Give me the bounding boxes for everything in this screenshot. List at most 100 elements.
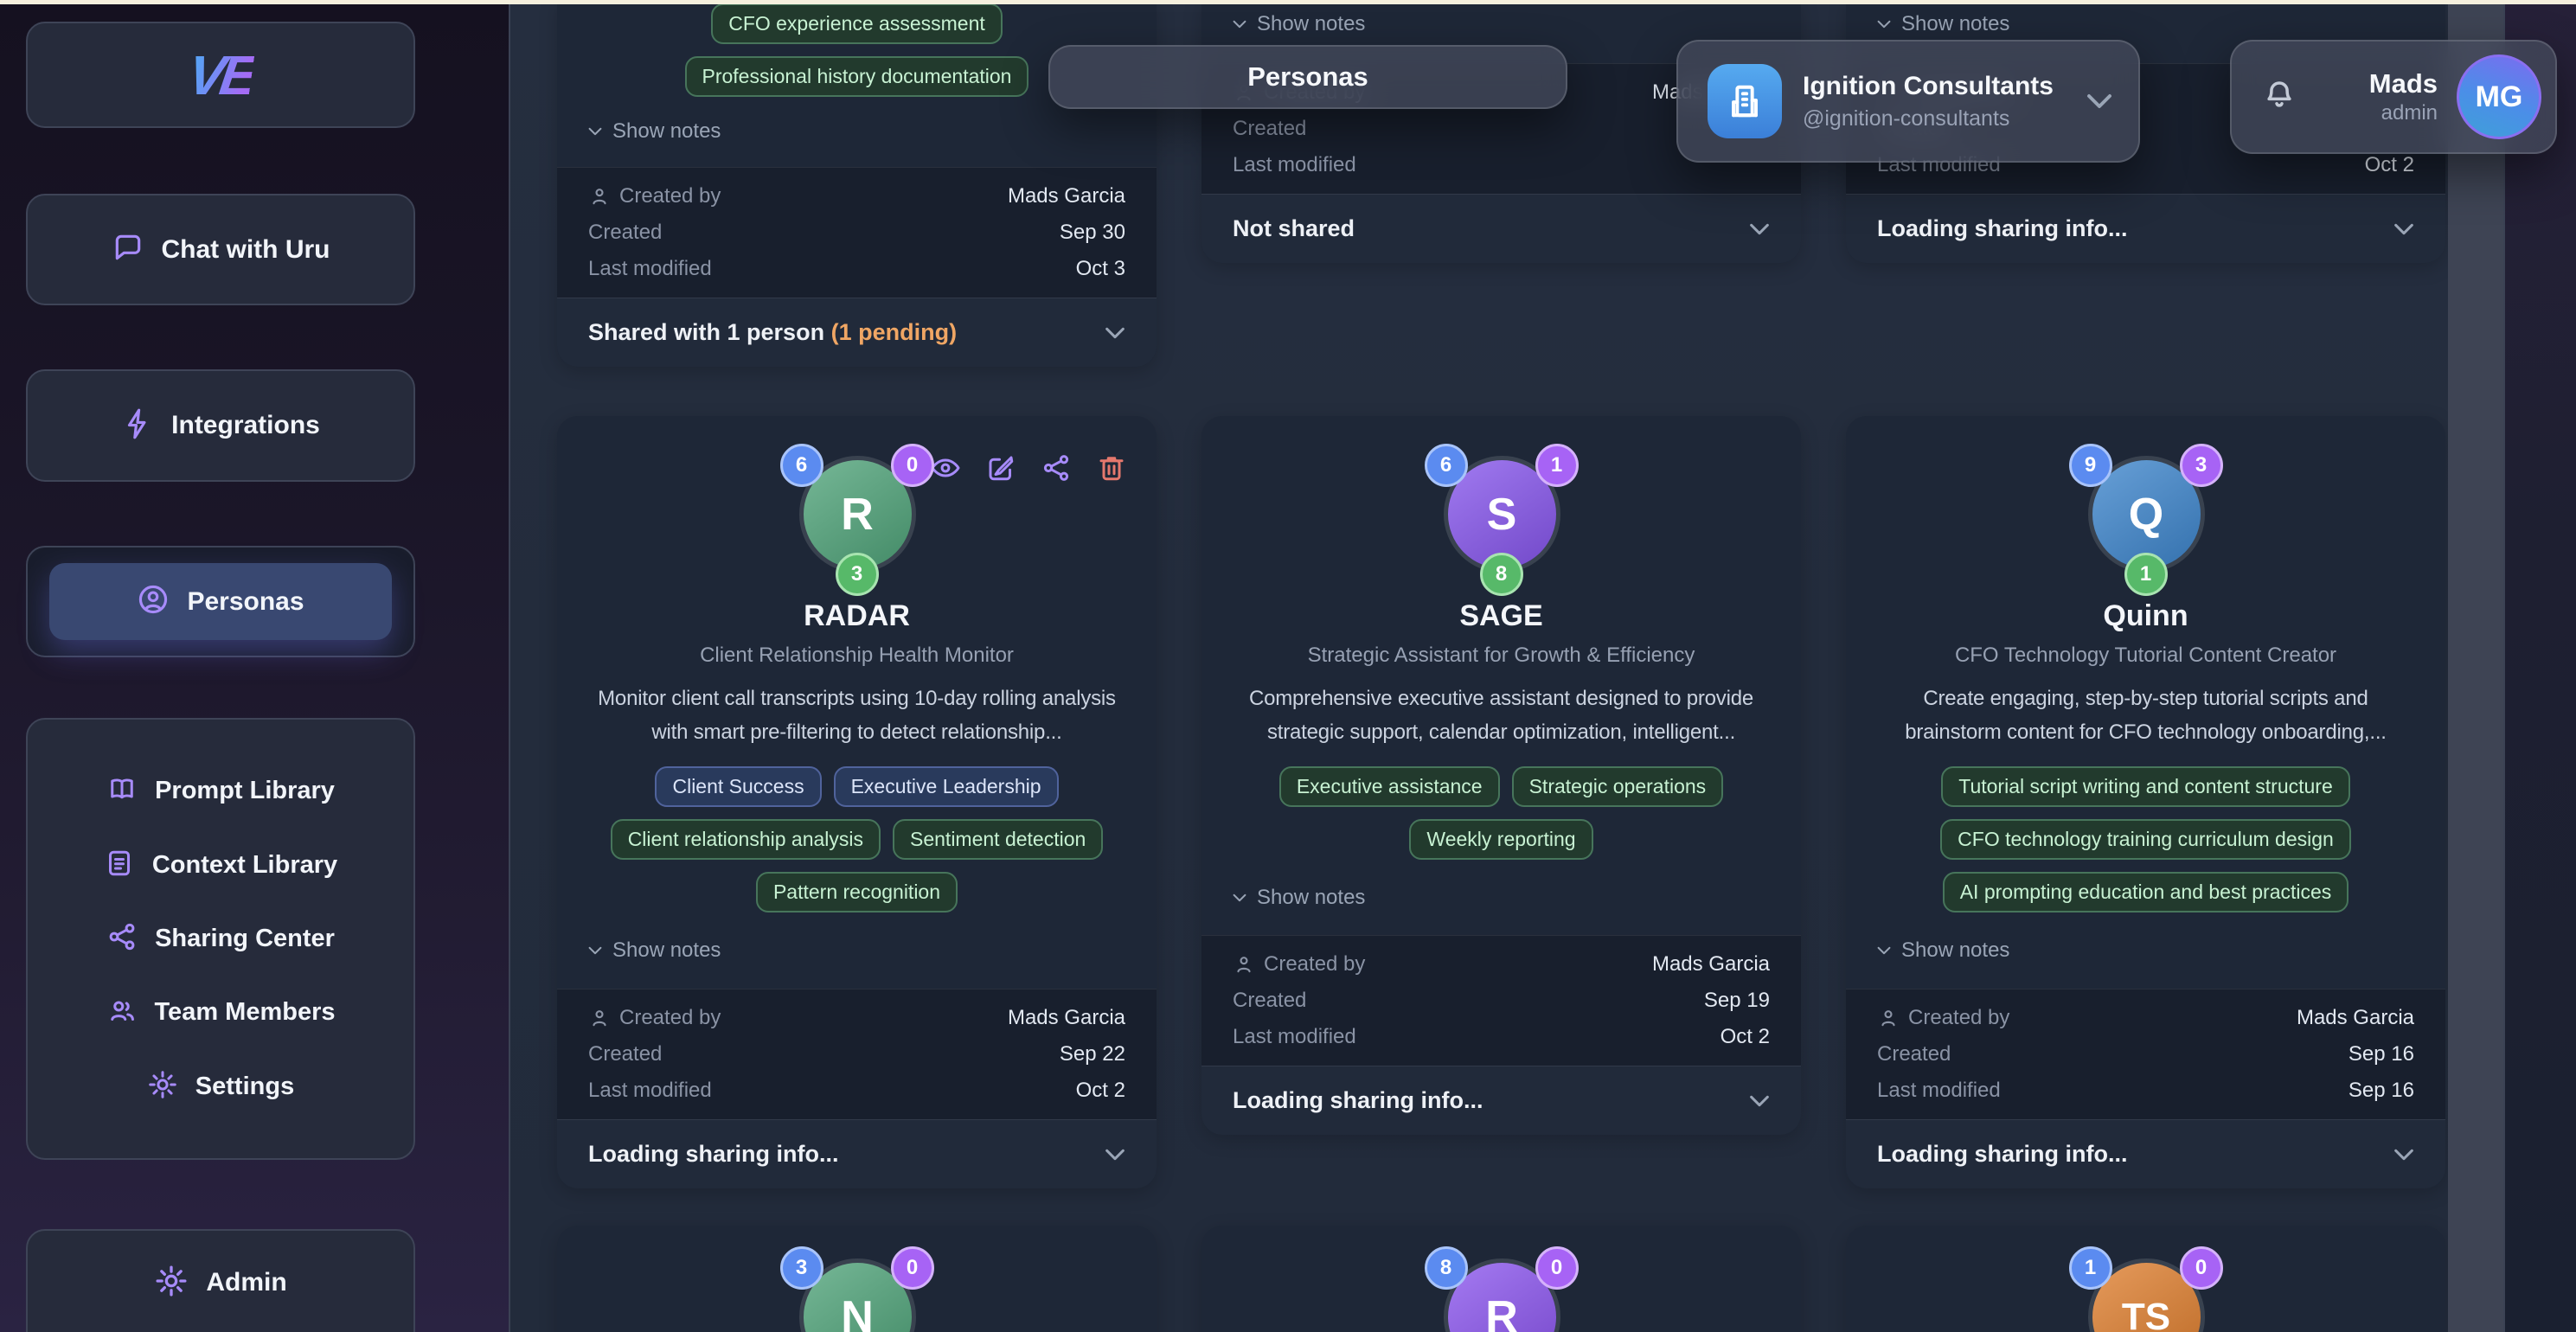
show-notes-toggle[interactable]: Show notes xyxy=(1201,886,1801,910)
person-icon xyxy=(593,1010,606,1027)
sharing-status-row[interactable]: Shared with 1 person (1 pending) xyxy=(557,298,1157,367)
capability-tag: Pattern recognition xyxy=(755,872,958,913)
badge-purple: 0 xyxy=(890,1246,934,1290)
persona-tags: Executive assistance Strategic operation… xyxy=(1201,766,1801,860)
team-tag: Client Success xyxy=(655,766,822,807)
badge-green: 3 xyxy=(835,553,879,596)
sharing-status-row[interactable]: Loading sharing info... xyxy=(1201,1066,1801,1135)
last-modified-value: Oct 2 xyxy=(2364,153,2414,176)
page-title: Personas xyxy=(1048,45,1567,109)
sidebar-item-integrations[interactable]: Integrations xyxy=(26,369,415,482)
gear-icon xyxy=(154,1264,189,1303)
view-icon[interactable] xyxy=(930,452,961,488)
badge-purple: 0 xyxy=(1535,1246,1579,1290)
created-by-value: Mads Garcia xyxy=(1007,184,1125,208)
pending-count: (1 pending) xyxy=(830,319,958,345)
badge-purple: 0 xyxy=(890,444,934,487)
chevron-down-icon xyxy=(1233,20,1246,29)
persona-avatar: 3 0 N xyxy=(779,1246,934,1332)
badge-blue: 3 xyxy=(779,1246,823,1290)
sidebar-item-personas[interactable]: Personas xyxy=(26,546,415,657)
chevron-down-icon xyxy=(1105,327,1125,338)
delete-icon[interactable] xyxy=(1096,452,1127,488)
card-actions xyxy=(930,452,1127,488)
persona-card-quinn[interactable]: 9 3 1 Q Quinn CFO Technology Tutorial Co… xyxy=(1846,416,2445,1188)
share-icon[interactable] xyxy=(1041,452,1072,488)
sidebar-item-team-members[interactable]: Team Members xyxy=(28,995,413,1030)
chevron-down-icon xyxy=(2394,223,2413,234)
sharing-status-row[interactable]: Loading sharing info... xyxy=(557,1119,1157,1188)
content-right-divider xyxy=(2503,0,2505,1332)
badge-purple: 1 xyxy=(1535,444,1579,487)
capability-tag: Professional history documentation xyxy=(684,56,1029,97)
show-notes-toggle[interactable]: Show notes xyxy=(557,938,1157,963)
user-name: Mads xyxy=(2368,68,2438,99)
sidebar-item-chat-with-uru[interactable]: Chat with Uru xyxy=(26,194,415,305)
persona-title: Quinn xyxy=(2103,599,2188,632)
edit-icon[interactable] xyxy=(985,452,1016,488)
sharing-status-row[interactable]: Not shared xyxy=(1201,194,1801,263)
last-modified-value: Oct 3 xyxy=(1075,257,1125,280)
person-icon xyxy=(593,189,606,205)
org-switcher[interactable]: Ignition Consultants @ignition-consultan… xyxy=(1676,40,2140,163)
user-menu[interactable]: Mads admin MG xyxy=(2230,40,2557,154)
sidebar-item-label: Team Members xyxy=(154,998,336,1027)
chevron-down-icon xyxy=(1877,946,1891,955)
brand-logo: VE xyxy=(184,43,257,106)
badge-green: 1 xyxy=(2124,553,2168,596)
chevron-down-icon xyxy=(2087,94,2111,108)
building-icon xyxy=(1732,85,1758,118)
created-value: Sep 22 xyxy=(1059,1042,1125,1066)
sharing-status-row[interactable]: Loading sharing info... xyxy=(1846,1119,2445,1188)
personas-active-pill: Personas xyxy=(49,563,392,640)
chevron-down-icon xyxy=(1233,893,1246,902)
chevron-down-icon xyxy=(2394,1149,2413,1160)
chevron-down-icon xyxy=(588,946,602,955)
sidebar-item-prompt-library[interactable]: Prompt Library xyxy=(28,773,413,809)
created-value: Sep 30 xyxy=(1059,221,1125,244)
right-margin xyxy=(2505,0,2576,1332)
logo-button[interactable]: VE xyxy=(26,22,415,128)
persona-avatar: 8 0 R xyxy=(1424,1246,1579,1332)
chevron-down-icon xyxy=(1105,1149,1125,1160)
sidebar-item-label: Sharing Center xyxy=(155,924,335,952)
org-name: Ignition Consultants xyxy=(1803,72,2054,100)
sidebar-item-context-library[interactable]: Context Library xyxy=(28,848,413,883)
persona-avatar: 9 3 1 Q xyxy=(2068,444,2223,596)
persona-card-partial-bottom-2[interactable]: 8 0 R xyxy=(1201,1226,1801,1332)
capability-tag: Weekly reporting xyxy=(1409,819,1593,860)
chevron-down-icon xyxy=(1750,1095,1769,1106)
persona-card-radar[interactable]: 6 0 3 R RADAR Client Relationship Health… xyxy=(557,416,1157,1188)
sharing-status-row[interactable]: Loading sharing info... xyxy=(1846,194,2445,263)
persona-card-sage[interactable]: 6 1 8 S SAGE Strategic Assistant for Gro… xyxy=(1201,416,1801,1135)
persona-description: Monitor client call transcripts using 10… xyxy=(598,687,1116,744)
sidebar-divider xyxy=(509,0,510,1332)
capability-tag: AI prompting education and best practice… xyxy=(1942,872,2349,913)
show-notes-toggle[interactable]: Show notes xyxy=(1846,938,2445,963)
sidebar-item-sharing-center[interactable]: Sharing Center xyxy=(28,921,413,957)
share-icon xyxy=(106,921,138,957)
show-notes-toggle[interactable]: Show notes xyxy=(1846,12,2445,36)
capability-tag: CFO technology training curriculum desig… xyxy=(1940,819,2351,860)
persona-card-partial-bottom-1[interactable]: 3 0 N xyxy=(557,1226,1157,1332)
persona-subtitle: CFO Technology Tutorial Content Creator xyxy=(1954,644,2337,667)
sidebar-item-label: Admin xyxy=(206,1268,287,1297)
persona-subtitle: Strategic Assistant for Growth & Efficie… xyxy=(1307,644,1695,667)
avatar[interactable]: MG xyxy=(2457,54,2541,139)
badge-green: 8 xyxy=(1479,553,1523,596)
chevron-down-icon xyxy=(588,127,602,136)
created-by-value: Mads Garcia xyxy=(1651,952,1770,976)
persona-avatar: 6 0 3 R xyxy=(779,444,934,596)
sidebar-item-settings[interactable]: Settings xyxy=(28,1069,413,1105)
sidebar-item-admin[interactable]: Admin xyxy=(26,1229,415,1332)
capability-tag: Strategic operations xyxy=(1511,766,1724,807)
show-notes-toggle[interactable]: Show notes xyxy=(1201,12,1801,36)
persona-card-partial-bottom-3[interactable]: 1 0 TS xyxy=(1846,1226,2445,1332)
show-notes-toggle[interactable]: Show notes xyxy=(557,119,1157,144)
sidebar-item-label: Settings xyxy=(195,1072,295,1100)
team-tag: Executive Leadership xyxy=(833,766,1059,807)
badge-blue: 8 xyxy=(1424,1246,1468,1290)
bell-icon[interactable] xyxy=(2261,77,2297,118)
scrollbar[interactable] xyxy=(2448,4,2503,1332)
